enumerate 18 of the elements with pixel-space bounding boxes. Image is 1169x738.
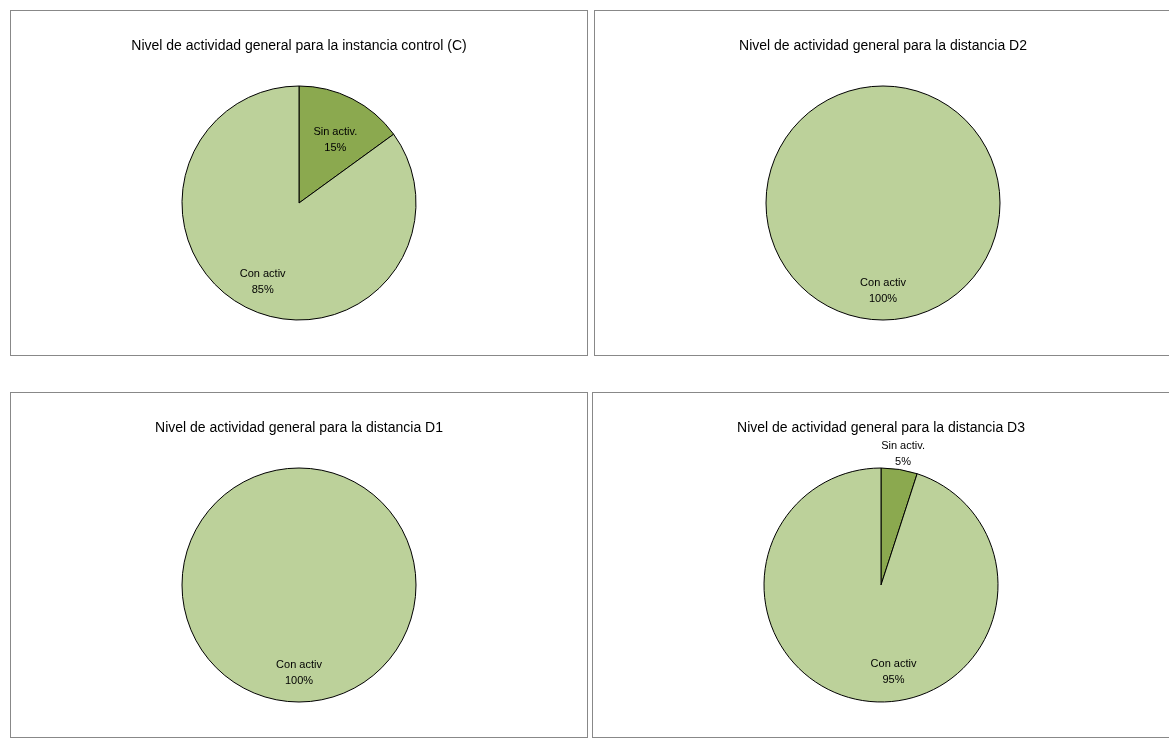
slice-label: Sin activ. [313, 124, 358, 137]
data-label: 100% [284, 674, 314, 686]
slice-label: Con activ [276, 658, 323, 670]
slice-label: Con activ [870, 657, 917, 670]
chart-title: Nivel de actividad general para la distancia D2 [739, 37, 1028, 53]
data-label: 15% [324, 140, 347, 153]
chart-title: Nivel de actividad general para la distancia D1 [155, 419, 444, 435]
data-label: 95% [882, 673, 905, 686]
chart-title: Nivel de actividad general para la instancia control (C) [131, 37, 467, 53]
data-label: 85% [251, 283, 274, 296]
slice-label: Con activ [860, 276, 907, 288]
data-label: 100% [868, 292, 898, 304]
chart-title: Nivel de actividad general para la distancia D3 [737, 419, 1026, 435]
pie-slice [763, 467, 999, 703]
pie-slice [181, 85, 417, 321]
slice-label: Con activ [239, 267, 287, 280]
slice-label: Sin activ. [881, 438, 925, 451]
data-label: 5% [895, 454, 912, 467]
